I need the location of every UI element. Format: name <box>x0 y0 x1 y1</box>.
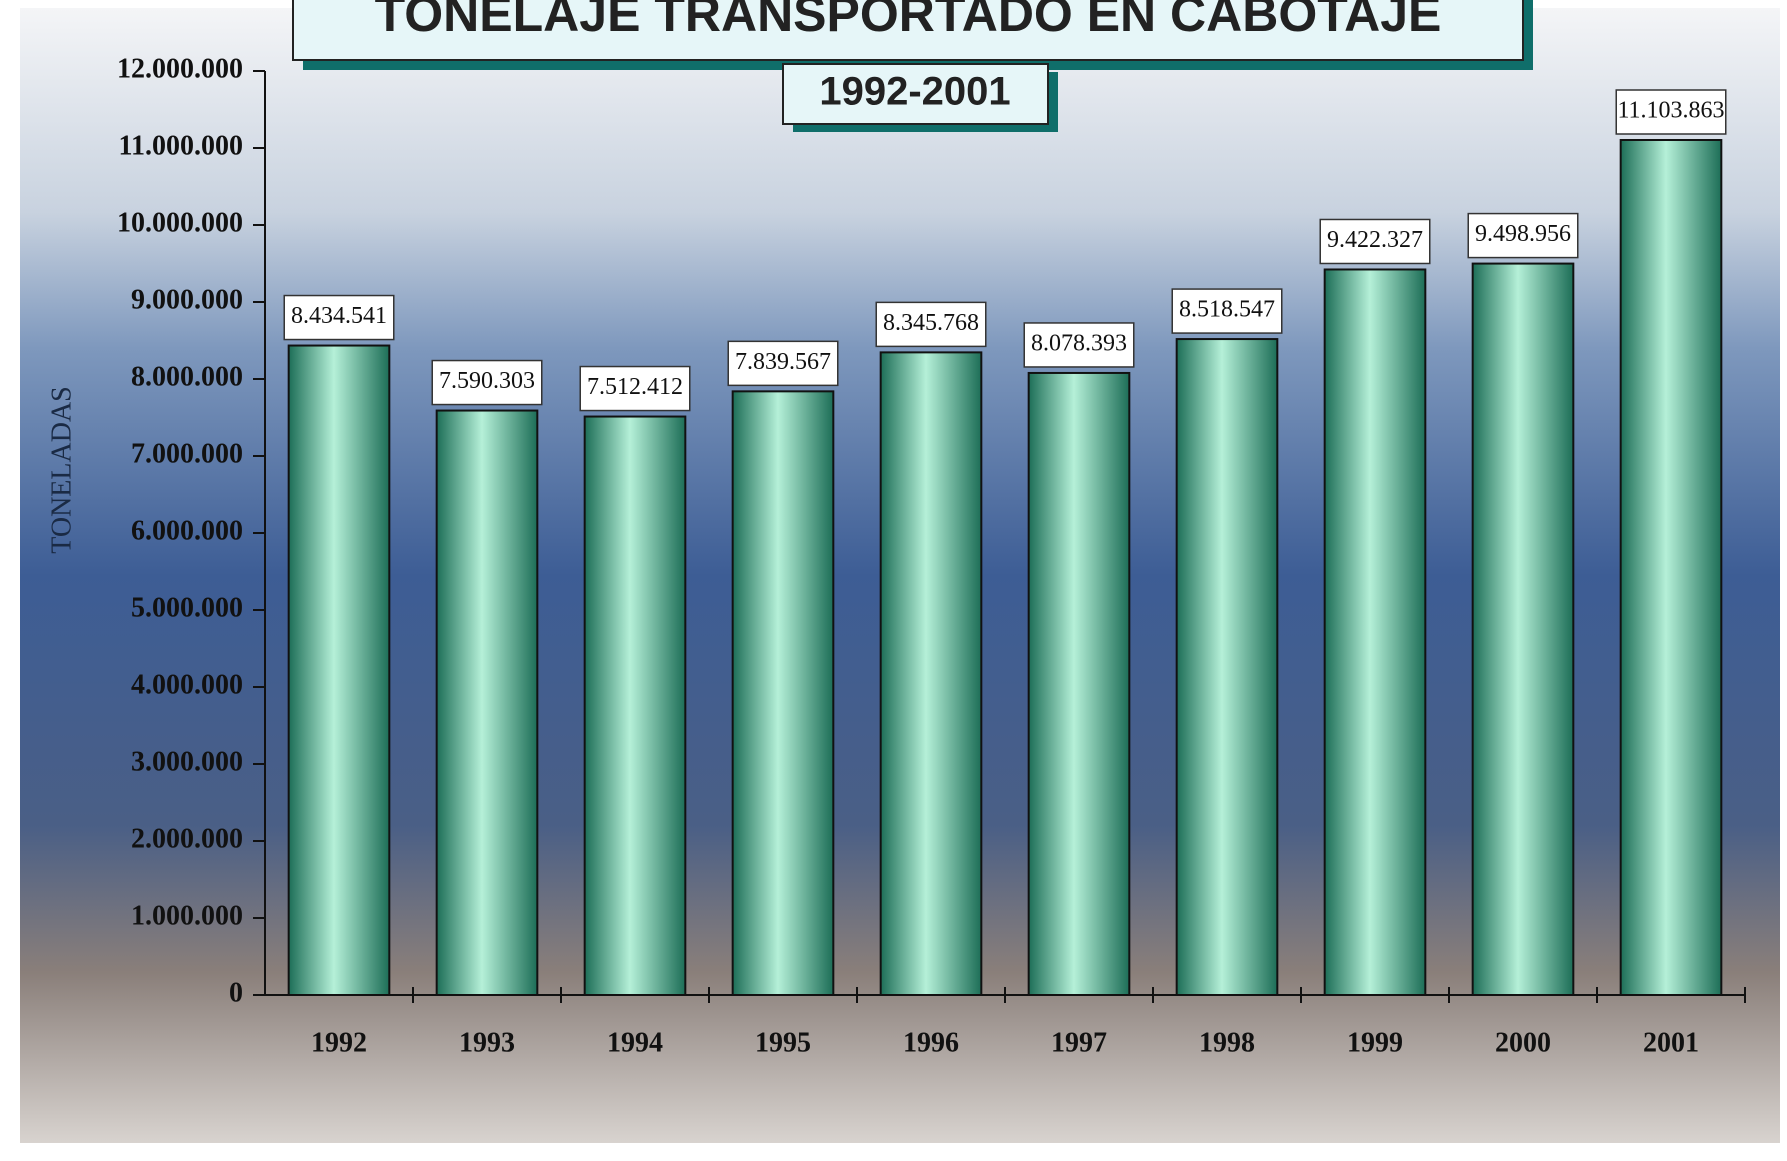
bar <box>437 411 538 995</box>
bar <box>733 391 834 995</box>
x-tick-label: 1996 <box>903 1027 959 1058</box>
x-tick-label: 2001 <box>1643 1027 1699 1058</box>
x-tick-label: 1994 <box>607 1027 663 1058</box>
value-label: 8.345.768 <box>883 310 979 336</box>
y-tick-label: 7.000.000 <box>131 438 243 469</box>
bar <box>289 346 390 995</box>
value-label: 7.590.303 <box>439 368 535 394</box>
value-label: 9.422.327 <box>1327 227 1423 253</box>
y-tick-label: 10.000.000 <box>117 207 243 238</box>
value-label: 8.078.393 <box>1031 330 1127 356</box>
x-tick-label: 1997 <box>1051 1027 1107 1058</box>
bar <box>881 352 982 995</box>
x-tick-label: 1998 <box>1199 1027 1255 1058</box>
value-label: 9.498.956 <box>1475 221 1571 247</box>
bar <box>1177 339 1278 995</box>
x-tick-label: 2000 <box>1495 1027 1551 1058</box>
y-tick-label: 12.000.000 <box>117 53 243 84</box>
y-tick-label: 1.000.000 <box>131 900 243 931</box>
y-tick-label: 6.000.000 <box>131 515 243 546</box>
y-tick-label: 0 <box>229 977 243 1008</box>
value-label: 8.518.547 <box>1179 297 1275 323</box>
value-label: 7.512.412 <box>587 374 683 400</box>
value-label: 8.434.541 <box>291 303 387 329</box>
y-tick-label: 9.000.000 <box>131 284 243 315</box>
x-tick-label: 1999 <box>1347 1027 1403 1058</box>
bar <box>1029 373 1130 995</box>
page: {"chart_data": {"type": "bar", "title": … <box>0 0 1787 1161</box>
bar <box>1473 264 1574 995</box>
value-label: 11.103.863 <box>1617 98 1724 124</box>
y-tick-label: 4.000.000 <box>131 669 243 700</box>
y-tick-label: 2.000.000 <box>131 823 243 854</box>
bar <box>1621 140 1722 995</box>
bar <box>1325 269 1426 995</box>
y-tick-label: 11.000.000 <box>119 130 243 161</box>
y-tick-label: 3.000.000 <box>131 746 243 777</box>
x-tick-label: 1992 <box>311 1027 367 1058</box>
chart-subtitle: 1992-2001 <box>819 70 1010 114</box>
x-tick-label: 1993 <box>459 1027 515 1058</box>
bar <box>585 417 686 995</box>
chart: TONELAJE TRANSPORTADO EN CABOTAJE 1992-2… <box>0 0 1787 1161</box>
y-axis-label: TONELADAS <box>46 386 77 553</box>
chart-title: TONELAJE TRANSPORTADO EN CABOTAJE <box>375 0 1442 42</box>
value-label: 7.839.567 <box>735 349 831 375</box>
x-tick-label: 1995 <box>755 1027 811 1058</box>
y-tick-label: 8.000.000 <box>131 361 243 392</box>
y-tick-label: 5.000.000 <box>131 592 243 623</box>
